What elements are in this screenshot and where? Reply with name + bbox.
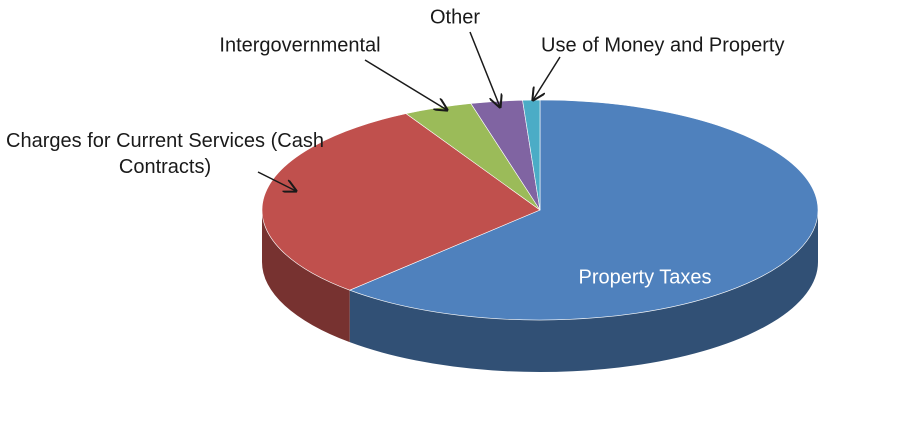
leader-arrow (533, 56, 561, 100)
pie (261, 99, 819, 372)
slice-side (262, 210, 350, 343)
slice-label: Use of Money and Property (541, 34, 784, 56)
leader-arrow (469, 31, 500, 107)
leader-arrow (257, 171, 296, 191)
slice-label: Property Taxes (578, 266, 711, 288)
slice-side (349, 210, 819, 372)
leader-arrow (364, 59, 447, 110)
slice (348, 99, 819, 321)
slice-label: Charges for Current Services (Cash Contr… (6, 130, 324, 178)
slice-label: Intergovernmental (219, 34, 380, 56)
slice (261, 113, 541, 291)
slice-label: Other (430, 6, 480, 28)
